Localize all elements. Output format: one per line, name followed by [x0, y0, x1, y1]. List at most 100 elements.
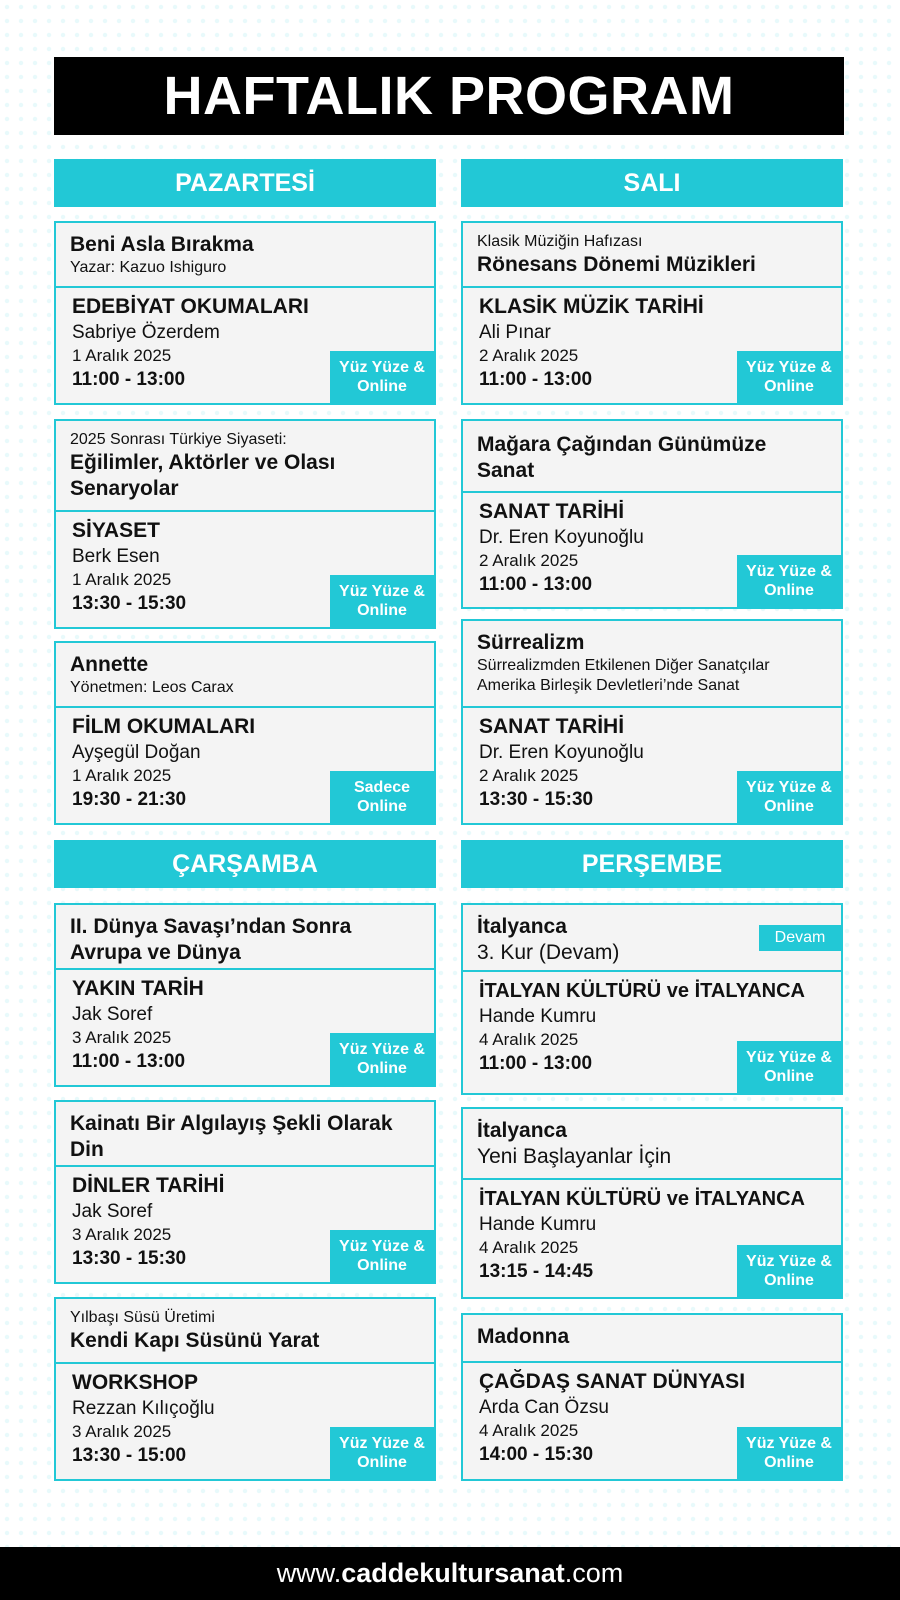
url-prefix: www. — [276, 1558, 342, 1588]
event-title: Kendi Kapı Süsünü Yarat — [70, 1329, 320, 1352]
event-details: WORKSHOP Rezzan Kılıçoğlu 3 Aralık 2025 … — [56, 1364, 434, 1468]
format-badge: Yüz Yüze & Online — [737, 1041, 841, 1093]
event-time: 14:00 - 15:30 — [479, 1444, 594, 1465]
event-date: 3 Aralık 2025 — [72, 1422, 172, 1441]
website-footer[interactable]: www.caddekultursanat.com — [0, 1547, 900, 1600]
format-badge: Yüz Yüze & Online — [737, 351, 841, 403]
event-header: Mağara Çağından Günümüze Sanat — [463, 421, 841, 493]
event-card[interactable]: Beni Asla Bırakma Yazar: Kazuo Ishiguro … — [54, 221, 436, 405]
event-instructor: Arda Can Özsu — [479, 1397, 609, 1418]
event-header: Klasik Müziğin Hafızası Rönesans Dönemi … — [463, 223, 841, 288]
event-details: FİLM OKUMALARI Ayşegül Doğan 1 Aralık 20… — [56, 708, 434, 812]
event-kicker: 2025 Sonrası Türkiye Siyaseti: — [70, 431, 287, 448]
event-time: 11:00 - 13:00 — [479, 574, 593, 595]
event-subtitle: Sürrealizmden Etkilenen Diğer Sanatçılar… — [477, 657, 770, 694]
event-header: İtalyanca 3. Kur (Devam) Devam — [463, 905, 841, 972]
event-date: 3 Aralık 2025 — [72, 1225, 172, 1244]
event-card[interactable]: Klasik Müziğin Hafızası Rönesans Dönemi … — [461, 221, 843, 405]
event-date: 2 Aralık 2025 — [479, 346, 579, 365]
event-details: EDEBİYAT OKUMALARI Sabriye Özerdem 1 Ara… — [56, 288, 434, 392]
event-date: 4 Aralık 2025 — [479, 1421, 579, 1440]
event-instructor: Hande Kumru — [479, 1214, 597, 1235]
event-date: 2 Aralık 2025 — [479, 766, 579, 785]
event-card[interactable]: Madonna ÇAĞDAŞ SANAT DÜNYASI Arda Can Öz… — [461, 1313, 843, 1481]
event-card[interactable]: 2025 Sonrası Türkiye Siyaseti: Eğilimler… — [54, 419, 436, 629]
format-badge: Yüz Yüze & Online — [737, 555, 841, 607]
event-header: Annette Yönetmen: Leos Carax — [56, 643, 434, 708]
event-time: 11:00 - 13:00 — [479, 369, 593, 390]
event-header: Madonna — [463, 1315, 841, 1363]
event-title: Beni Asla Bırakma — [70, 233, 254, 256]
event-card[interactable]: Yılbaşı Süsü Üretimi Kendi Kapı Süsünü Y… — [54, 1297, 436, 1481]
event-time: 13:30 - 15:30 — [479, 789, 594, 810]
event-category: SİYASET — [72, 519, 160, 542]
format-badge: Yüz Yüze & Online — [737, 1427, 841, 1479]
event-instructor: Jak Soref — [72, 1004, 153, 1025]
event-card[interactable]: Mağara Çağından Günümüze Sanat SANAT TAR… — [461, 419, 843, 609]
event-time: 19:30 - 21:30 — [72, 789, 187, 810]
event-date: 4 Aralık 2025 — [479, 1030, 579, 1049]
event-title: II. Dünya Savaşı’ndan Sonra Avrupa ve Dü… — [70, 915, 352, 964]
event-category: SANAT TARİHİ — [479, 715, 625, 738]
event-details: ÇAĞDAŞ SANAT DÜNYASI Arda Can Özsu 4 Ara… — [463, 1363, 841, 1467]
format-badge: Sadece Online — [330, 771, 434, 823]
event-date: 4 Aralık 2025 — [479, 1238, 579, 1257]
format-badge: Yüz Yüze & Online — [330, 1230, 434, 1282]
event-title: İtalyanca — [477, 915, 567, 938]
event-instructor: Rezzan Kılıçoğlu — [72, 1398, 215, 1419]
event-details: KLASİK MÜZİK TARİHİ Ali Pınar 2 Aralık 2… — [463, 288, 841, 392]
format-badge: Yüz Yüze & Online — [330, 1033, 434, 1085]
event-instructor: Ayşegül Doğan — [72, 742, 201, 763]
event-card[interactable]: İtalyanca 3. Kur (Devam) Devam İTALYAN K… — [461, 903, 843, 1095]
event-time: 13:30 - 15:00 — [72, 1445, 187, 1466]
event-header: İtalyanca Yeni Başlayanlar İçin — [463, 1109, 841, 1180]
event-instructor: Hande Kumru — [479, 1006, 597, 1027]
event-subtitle: Yeni Başlayanlar İçin — [477, 1145, 672, 1168]
event-instructor: Berk Esen — [72, 546, 160, 567]
format-badge: Yüz Yüze & Online — [330, 1427, 434, 1479]
event-category: WORKSHOP — [72, 1371, 198, 1394]
day-header-wednesday: ÇARŞAMBA — [54, 840, 436, 888]
event-header: Sürrealizm Sürrealizmden Etkilenen Diğer… — [463, 621, 841, 708]
event-time: 11:00 - 13:00 — [479, 1053, 593, 1074]
url-suffix: .com — [564, 1558, 624, 1588]
event-card[interactable]: II. Dünya Savaşı’ndan Sonra Avrupa ve Dü… — [54, 903, 436, 1087]
event-instructor: Dr. Eren Koyunoğlu — [479, 527, 644, 548]
event-header: Kainatı Bir Algılayış Şekli Olarak Din — [56, 1102, 434, 1167]
event-details: DİNLER TARİHİ Jak Soref 3 Aralık 2025 13… — [56, 1167, 434, 1271]
event-subtitle: 3. Kur (Devam) — [477, 941, 620, 964]
event-header: Beni Asla Bırakma Yazar: Kazuo Ishiguro — [56, 223, 434, 288]
event-details: İTALYAN KÜLTÜRÜ ve İTALYANCA Hande Kumru… — [463, 1180, 841, 1284]
event-subtitle: Yazar: Kazuo Ishiguro — [70, 259, 227, 276]
event-date: 1 Aralık 2025 — [72, 346, 172, 365]
event-category: YAKIN TARİH — [72, 977, 204, 1000]
event-details: SANAT TARİHİ Dr. Eren Koyunoğlu 2 Aralık… — [463, 708, 841, 812]
event-time: 11:00 - 13:00 — [72, 1051, 186, 1072]
event-title: İtalyanca — [477, 1119, 567, 1142]
event-details: İTALYAN KÜLTÜRÜ ve İTALYANCA Hande Kumru… — [463, 972, 841, 1076]
event-title: Kainatı Bir Algılayış Şekli Olarak Din — [70, 1112, 393, 1161]
event-category: İTALYAN KÜLTÜRÜ ve İTALYANCA — [479, 980, 805, 1002]
day-header-thursday: PERŞEMBE — [461, 840, 843, 888]
event-card[interactable]: Sürrealizm Sürrealizmden Etkilenen Diğer… — [461, 619, 843, 825]
day-header-monday: PAZARTESİ — [54, 159, 436, 207]
event-category: İTALYAN KÜLTÜRÜ ve İTALYANCA — [479, 1188, 805, 1210]
event-date: 1 Aralık 2025 — [72, 570, 172, 589]
event-card[interactable]: Annette Yönetmen: Leos Carax FİLM OKUMAL… — [54, 641, 436, 825]
event-details: SİYASET Berk Esen 1 Aralık 2025 13:30 - … — [56, 512, 434, 616]
event-instructor: Ali Pınar — [479, 322, 551, 343]
event-category: DİNLER TARİHİ — [72, 1174, 225, 1197]
url-domain: caddekultursanat — [341, 1558, 565, 1588]
event-card[interactable]: Kainatı Bir Algılayış Şekli Olarak Din D… — [54, 1100, 436, 1284]
event-date: 1 Aralık 2025 — [72, 766, 172, 785]
event-kicker: Klasik Müziğin Hafızası — [477, 233, 643, 250]
event-title: Rönesans Dönemi Müzikleri — [477, 253, 756, 276]
event-card[interactable]: İtalyanca Yeni Başlayanlar İçin İTALYAN … — [461, 1107, 843, 1299]
event-title: Sürrealizm — [477, 631, 585, 654]
event-details: YAKIN TARİH Jak Soref 3 Aralık 2025 11:0… — [56, 970, 434, 1074]
event-instructor: Sabriye Özerdem — [72, 322, 220, 343]
event-title: Annette — [70, 653, 149, 676]
format-badge: Yüz Yüze & Online — [330, 575, 434, 627]
event-category: FİLM OKUMALARI — [72, 715, 256, 738]
day-header-tuesday: SALI — [461, 159, 843, 207]
